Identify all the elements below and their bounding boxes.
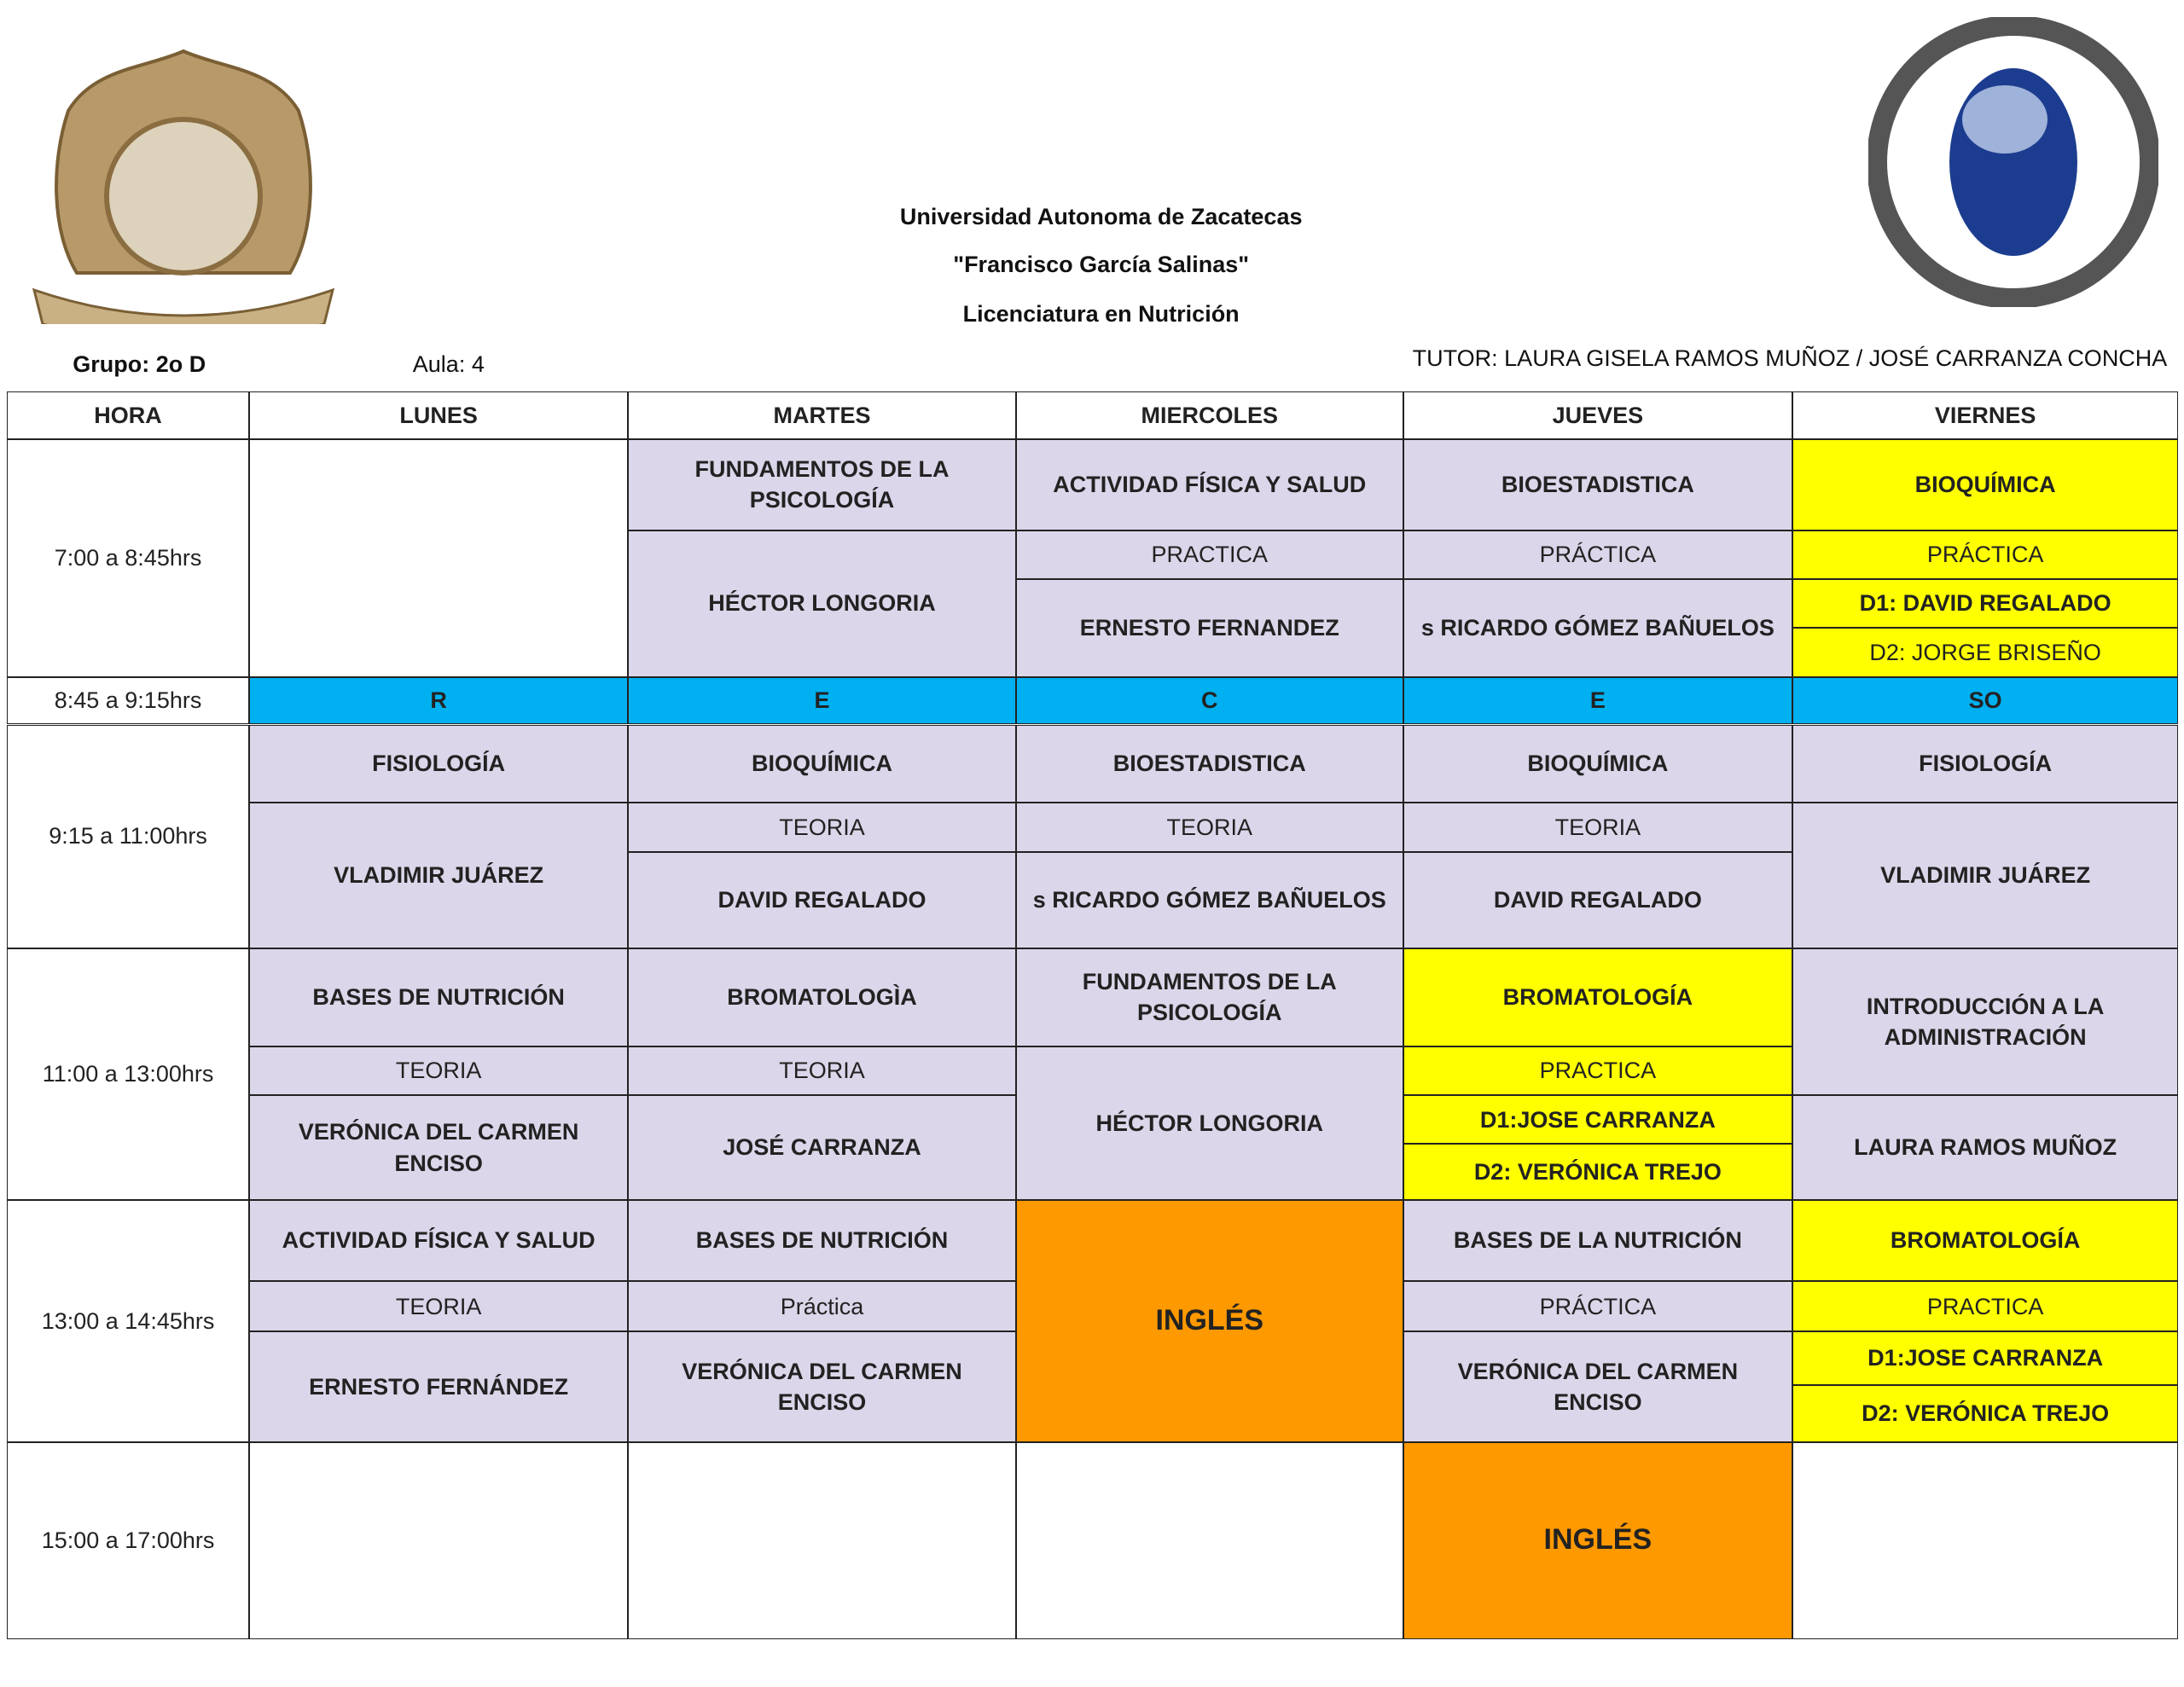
schedule-cell: DAVID REGALADO bbox=[1403, 851, 1792, 948]
schedule-cell: ACTIVIDAD FÍSICA Y SALUD bbox=[248, 1200, 629, 1282]
schedule-cell: JOSÉ CARRANZA bbox=[628, 1095, 1016, 1201]
schedule-cell: ERNESTO FERNÁNDEZ bbox=[248, 1331, 629, 1442]
schedule-cell: VIERNES bbox=[1792, 391, 2179, 439]
header-title: "Francisco García Salinas" bbox=[953, 252, 1250, 278]
schedule-cell: D2: VERÓNICA TREJO bbox=[1403, 1144, 1792, 1201]
schedule-cell bbox=[1792, 1441, 2179, 1640]
schedule-cell: D2: JORGE BRISEÑO bbox=[1792, 628, 2179, 677]
schedule-cell: TEORIA bbox=[628, 1046, 1016, 1096]
schedule-cell bbox=[248, 438, 629, 677]
schedule-cell: 7:00 a 8:45hrs bbox=[7, 438, 249, 677]
schedule-cell: BIOQUÍMICA bbox=[628, 724, 1016, 803]
schedule-cell: BROMATOLOGÌA bbox=[628, 948, 1016, 1046]
header-title: Universidad Autonoma de Zacatecas bbox=[899, 204, 1303, 230]
schedule-cell: BROMATOLOGÍA bbox=[1403, 948, 1792, 1046]
schedule-cell: LAURA RAMOS MUÑOZ bbox=[1792, 1095, 2179, 1201]
schedule-cell: D1:JOSE CARRANZA bbox=[1403, 1095, 1792, 1145]
schedule-cell: INGLÉS bbox=[1403, 1441, 1792, 1640]
schedule-cell: VLADIMIR JUÁREZ bbox=[248, 803, 629, 948]
faculty-logo bbox=[1868, 17, 2158, 307]
schedule-cell: HÉCTOR LONGORIA bbox=[628, 530, 1016, 677]
schedule-cell: PRACTICA bbox=[1403, 1046, 1792, 1096]
classroom: Aula: 4 bbox=[412, 351, 485, 377]
schedule-cell: INTRODUCCIÓN A LA ADMINISTRACIÓN bbox=[1792, 948, 2179, 1096]
schedule-cell: PRACTICA bbox=[1015, 530, 1403, 579]
schedule-cell: INGLÉS bbox=[1015, 1200, 1403, 1442]
schedule-cell: VERÓNICA DEL CARMEN ENCISO bbox=[628, 1331, 1016, 1442]
schedule-cell bbox=[248, 1441, 629, 1640]
schedule-cell: BIOQUÍMICA bbox=[1403, 724, 1792, 803]
schedule-cell: HORA bbox=[7, 391, 249, 439]
schedule-cell: TEORIA bbox=[628, 803, 1016, 852]
schedule-cell: 8:45 a 9:15hrs bbox=[7, 676, 249, 725]
schedule-cell: DAVID REGALADO bbox=[628, 851, 1016, 948]
schedule-cell: LUNES bbox=[248, 391, 629, 439]
schedule-cell: HÉCTOR LONGORIA bbox=[1015, 1046, 1403, 1201]
schedule-cell: JUEVES bbox=[1403, 391, 1792, 439]
schedule-cell: ACTIVIDAD FÍSICA Y SALUD bbox=[1015, 438, 1403, 530]
group: Grupo: 2o D bbox=[73, 351, 206, 377]
schedule-cell: FUNDAMENTOS DE LA PSICOLOGÍA bbox=[628, 438, 1016, 530]
schedule-cell: Práctica bbox=[628, 1281, 1016, 1332]
schedule-cell: BASES DE NUTRICIÓN bbox=[248, 948, 629, 1046]
schedule-cell: 9:15 a 11:00hrs bbox=[7, 724, 249, 948]
schedule-cell: SO bbox=[1792, 676, 2179, 725]
schedule-cell: PRÁCTICA bbox=[1403, 1281, 1792, 1332]
tutor: TUTOR: LAURA GISELA RAMOS MUÑOZ / JOSÉ C… bbox=[1412, 345, 2168, 372]
schedule-cell: BIOESTADISTICA bbox=[1015, 724, 1403, 803]
schedule-cell: BIOQUÍMICA bbox=[1792, 438, 2179, 530]
schedule-cell: R bbox=[248, 676, 629, 725]
schedule-cell: C bbox=[1015, 676, 1403, 725]
schedule-cell bbox=[1015, 1441, 1403, 1640]
schedule-cell: TEORIA bbox=[1403, 803, 1792, 852]
schedule-cell: FISIOLOGÍA bbox=[1792, 724, 2179, 803]
schedule-cell: FISIOLOGÍA bbox=[248, 724, 629, 803]
schedule-cell: VERÓNICA DEL CARMEN ENCISO bbox=[248, 1095, 629, 1201]
schedule-cell: BIOESTADISTICA bbox=[1403, 438, 1792, 530]
university-logo bbox=[32, 49, 335, 324]
schedule-cell: PRÁCTICA bbox=[1403, 530, 1792, 579]
header-title: Licenciatura en Nutrición bbox=[962, 300, 1240, 327]
schedule-cell: s RICARDO GÓMEZ BAÑUELOS bbox=[1015, 851, 1403, 948]
schedule-cell: MARTES bbox=[628, 391, 1016, 439]
schedule-cell: E bbox=[628, 676, 1016, 725]
schedule-cell: BROMATOLOGÍA bbox=[1792, 1200, 2179, 1282]
schedule-cell: TEORIA bbox=[1015, 803, 1403, 852]
schedule-cell: PRÁCTICA bbox=[1792, 530, 2179, 579]
schedule-cell bbox=[628, 1441, 1016, 1640]
schedule-cell: 15:00 a 17:00hrs bbox=[7, 1441, 249, 1640]
schedule-cell: FUNDAMENTOS DE LA PSICOLOGÍA bbox=[1015, 948, 1403, 1046]
schedule-cell: TEORIA bbox=[248, 1046, 629, 1096]
schedule-cell: 11:00 a 13:00hrs bbox=[7, 948, 249, 1201]
schedule-cell: PRACTICA bbox=[1792, 1281, 2179, 1332]
schedule-cell: BASES DE LA NUTRICIÓN bbox=[1403, 1200, 1792, 1282]
schedule-cell: D1: DAVID REGALADO bbox=[1792, 578, 2179, 629]
schedule-cell: BASES DE NUTRICIÓN bbox=[628, 1200, 1016, 1282]
schedule-cell: MIERCOLES bbox=[1015, 391, 1403, 439]
schedule-cell: 13:00 a 14:45hrs bbox=[7, 1200, 249, 1442]
schedule-cell: E bbox=[1403, 676, 1792, 725]
schedule-cell: TEORIA bbox=[248, 1281, 629, 1332]
schedule-cell: D1:JOSE CARRANZA bbox=[1792, 1331, 2179, 1385]
schedule-cell: ERNESTO FERNANDEZ bbox=[1015, 578, 1403, 677]
schedule-cell: VERÓNICA DEL CARMEN ENCISO bbox=[1403, 1331, 1792, 1442]
schedule-cell: VLADIMIR JUÁREZ bbox=[1792, 803, 2179, 948]
schedule-cell: s RICARDO GÓMEZ BAÑUELOS bbox=[1403, 578, 1792, 677]
schedule-cell: D2: VERÓNICA TREJO bbox=[1792, 1384, 2179, 1442]
